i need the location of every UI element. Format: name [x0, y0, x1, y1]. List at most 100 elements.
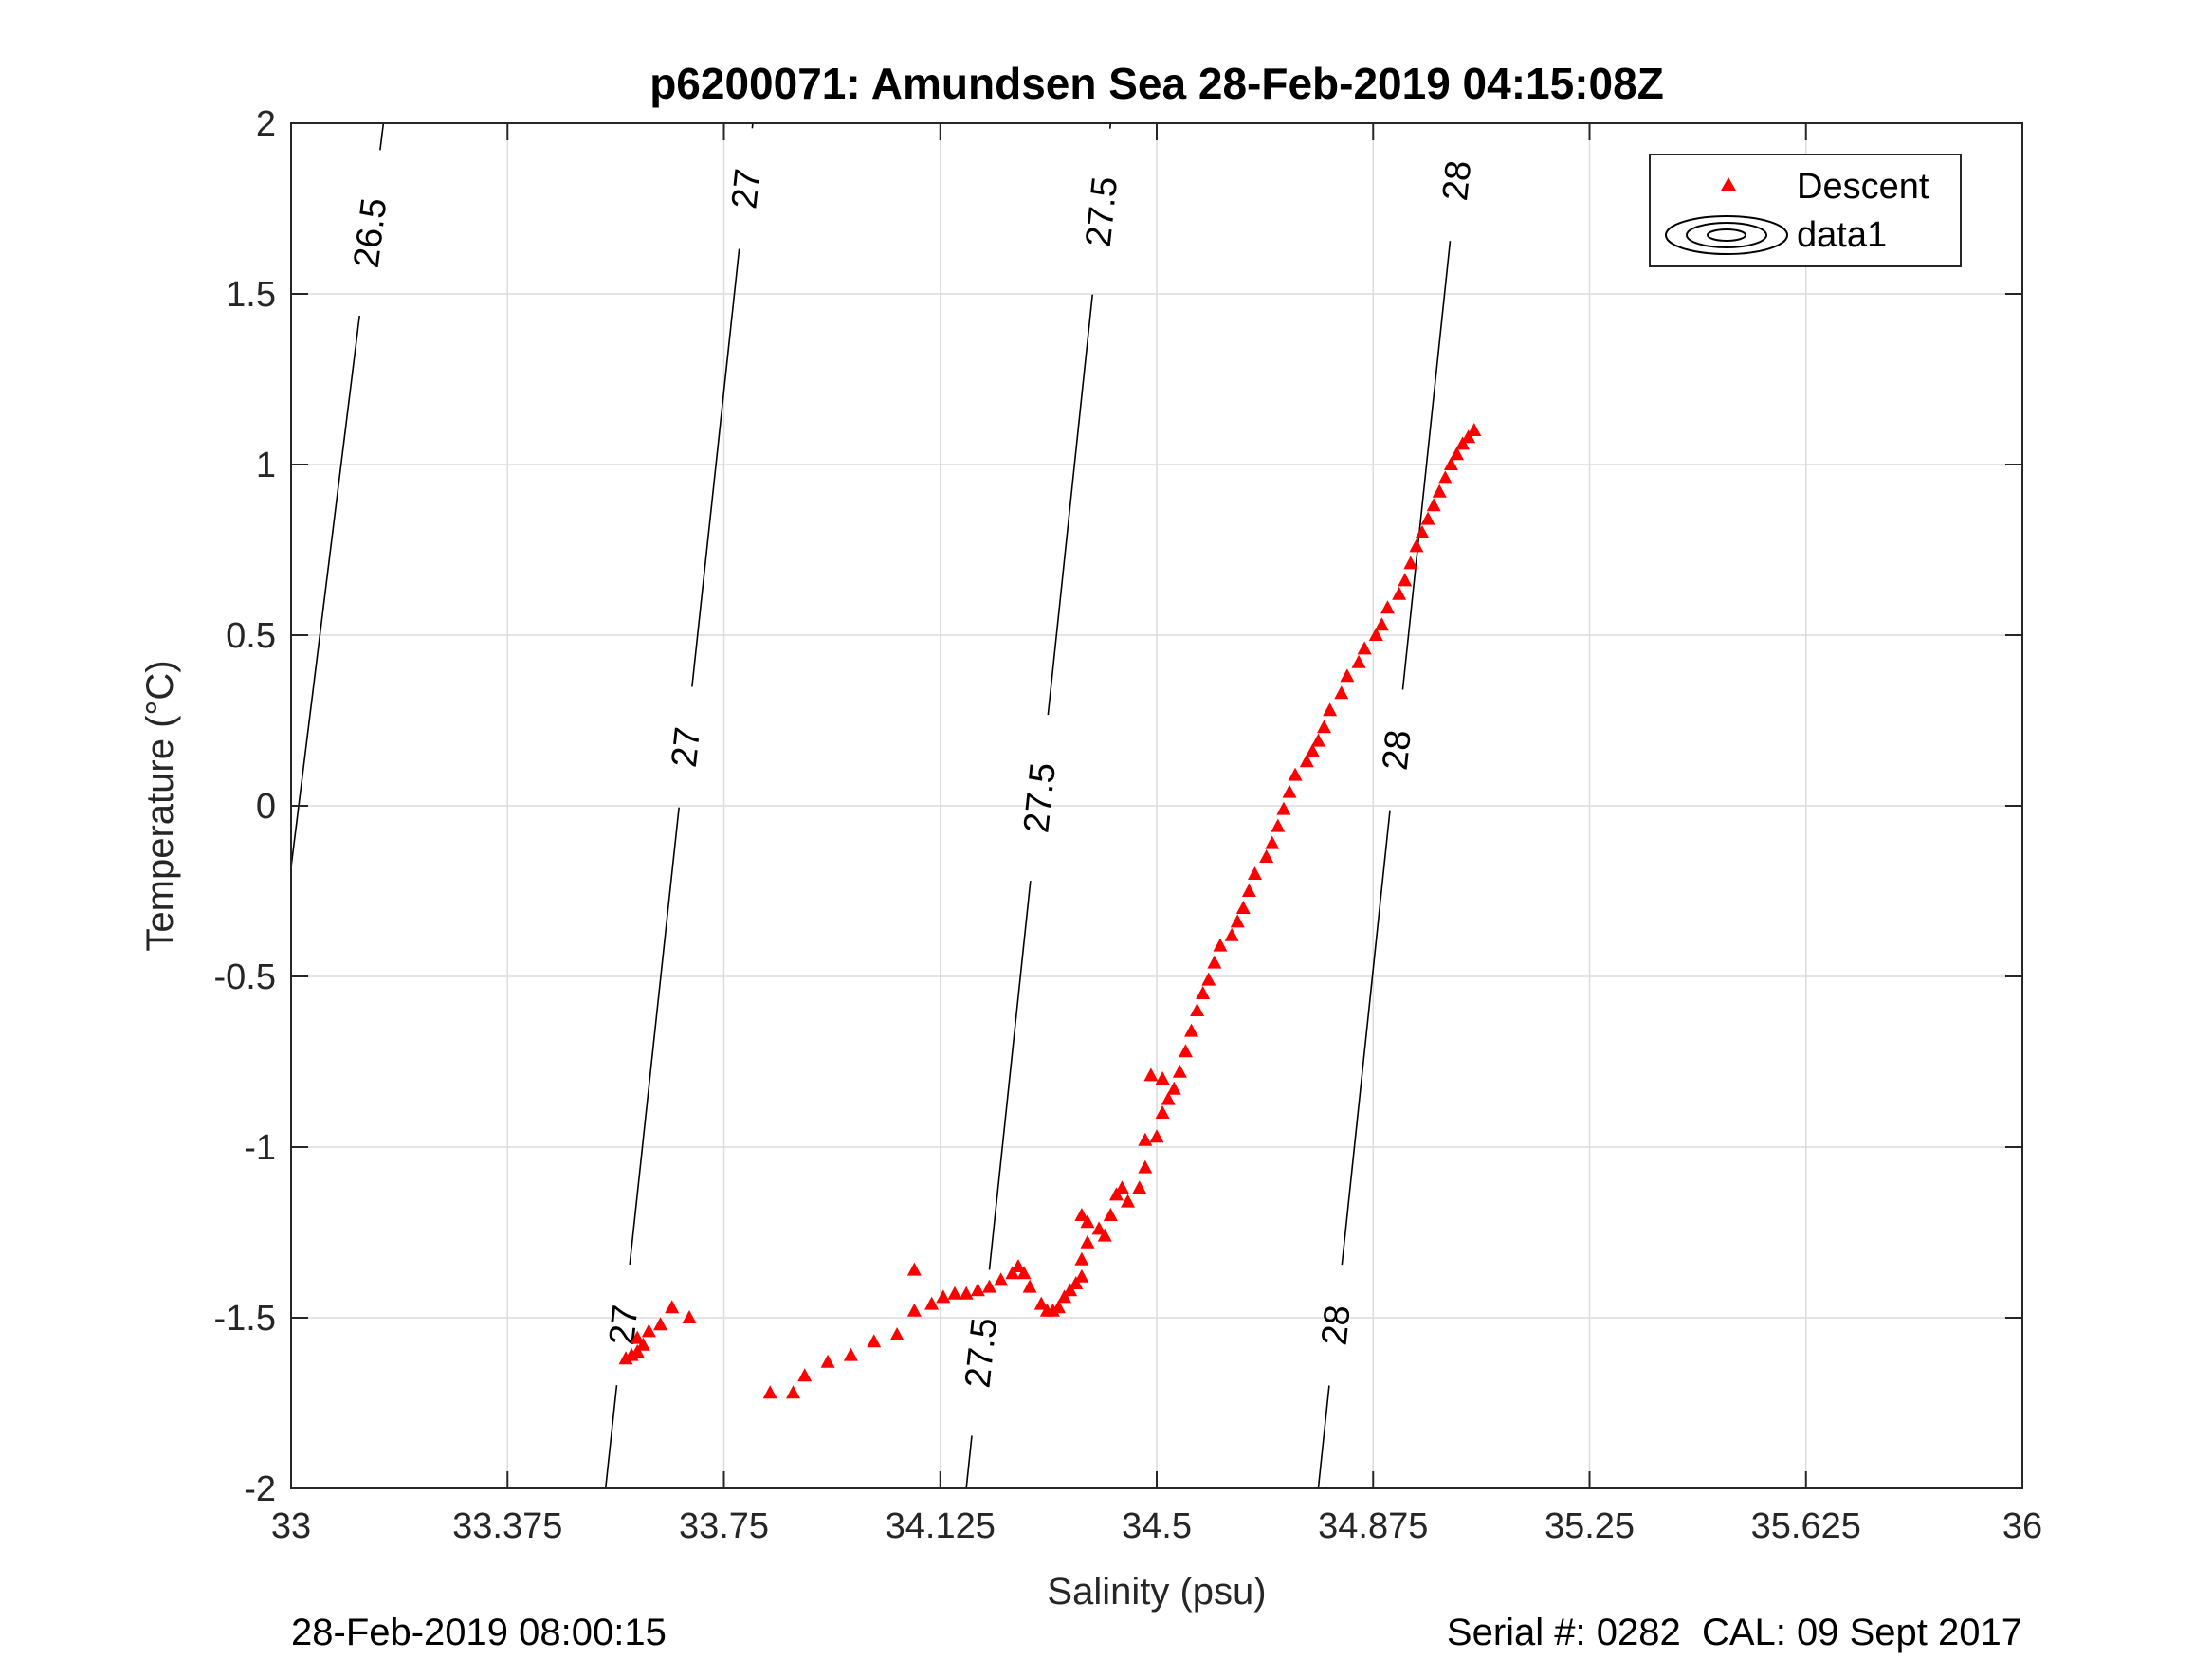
descent-point	[1033, 1296, 1049, 1310]
descent-point	[1432, 483, 1447, 498]
descent-point	[906, 1262, 922, 1276]
descent-point	[820, 1354, 835, 1368]
descent-point	[1097, 1228, 1112, 1242]
descent-point	[1057, 1289, 1072, 1304]
legend-descent-label: Descent	[1797, 167, 1929, 207]
descent-point	[1207, 955, 1222, 969]
descent-point	[1265, 835, 1280, 849]
descent-point	[1230, 914, 1245, 928]
contour-line-27	[691, 248, 740, 687]
y-axis-label: Temperature (°C)	[139, 660, 181, 951]
descent-point	[1443, 457, 1458, 470]
y-tick-label: -0.5	[214, 957, 276, 997]
descent-point	[630, 1344, 645, 1358]
descent-point	[936, 1289, 951, 1304]
descent-point	[1368, 628, 1383, 641]
descent-point	[1138, 1159, 1153, 1174]
descent-point	[1380, 600, 1395, 614]
descent-point	[635, 1337, 650, 1351]
contour-line-28	[1341, 810, 1391, 1266]
descent-point	[1437, 470, 1453, 484]
y-tick-label: -1.5	[214, 1299, 276, 1339]
descent-point	[1121, 1194, 1136, 1208]
y-tick-label: -2	[244, 1469, 276, 1509]
descent-point	[797, 1368, 813, 1382]
descent-point	[906, 1303, 922, 1317]
descent-point	[1224, 927, 1239, 941]
descent-point	[1305, 743, 1320, 757]
descent-point	[1190, 1003, 1205, 1016]
descent-point	[1080, 1234, 1095, 1249]
descent-point	[1415, 525, 1430, 538]
descent-point	[1143, 1067, 1159, 1082]
descent-point	[1420, 511, 1435, 525]
descent-point	[1178, 1044, 1193, 1058]
descent-point	[665, 1300, 680, 1314]
descent-point	[1022, 1279, 1037, 1293]
contour-line-27	[604, 1385, 618, 1489]
descent-point	[1114, 1180, 1129, 1194]
descent-point	[786, 1385, 801, 1399]
descent-point	[1155, 1105, 1170, 1119]
x-tick-label: 34.875	[1318, 1506, 1428, 1546]
descent-point	[1403, 556, 1418, 570]
footer-timestamp: 28-Feb-2019 08:00:15	[291, 1612, 667, 1653]
descent-point	[981, 1279, 996, 1293]
legend: Descent data1	[1649, 154, 1962, 267]
contour-line-27	[629, 807, 680, 1266]
descent-points	[618, 423, 1482, 1399]
descent-point	[1426, 498, 1441, 512]
contour-label: 28	[1315, 1304, 1359, 1347]
y-tick-labels: -2 -1.5 -1 -0.5 0 0.5 1 1.5 2	[214, 104, 276, 1509]
descent-point	[1011, 1259, 1026, 1272]
descent-point	[843, 1347, 858, 1361]
contour-label: 27	[724, 167, 768, 211]
descent-point	[624, 1347, 639, 1361]
x-tick-label: 34.5	[1122, 1506, 1192, 1546]
descent-point	[970, 1283, 985, 1297]
descent-point	[1299, 754, 1314, 768]
descent-point	[1213, 938, 1228, 952]
descent-point	[1259, 849, 1274, 863]
descent-point	[959, 1285, 974, 1300]
descent-point	[1409, 538, 1424, 553]
descent-point	[1074, 1268, 1089, 1283]
descent-point	[1276, 801, 1291, 815]
descent-point	[630, 1330, 645, 1344]
descent-point	[1063, 1283, 1078, 1297]
x-tick-labels: 33 33.375 33.75 34.125 34.5 34.875 35.25 35.625…	[271, 1506, 2042, 1546]
descent-point	[1334, 685, 1349, 700]
descent-point	[1241, 884, 1256, 897]
contour-label: 27.5	[1079, 174, 1126, 248]
descent-point	[1351, 654, 1366, 668]
descent-point	[1455, 436, 1471, 450]
contour-line-27-5	[988, 880, 1032, 1270]
contour-label: 27.5	[1016, 761, 1064, 835]
descent-point	[1450, 447, 1465, 461]
chart-title: p6200071: Amundsen Sea 28-Feb-2019 04:15…	[649, 59, 1664, 108]
descent-point	[947, 1285, 962, 1300]
y-tick-label: 1	[256, 446, 276, 485]
descent-point	[1051, 1300, 1067, 1314]
contour-line-27-5	[965, 1435, 973, 1489]
y-tick-label: 0.5	[226, 616, 276, 656]
descent-point	[1074, 1208, 1089, 1221]
x-tick-label: 35.25	[1545, 1506, 1635, 1546]
x-tick-label: 33.75	[679, 1506, 769, 1546]
axis-ticks	[290, 122, 2023, 1489]
descent-point	[1166, 1081, 1181, 1095]
descent-point	[618, 1351, 633, 1365]
footer-serial-cal: Serial #: 0282 CAL: 09 Sept 2017	[1446, 1612, 2022, 1653]
descent-point	[1045, 1303, 1060, 1317]
contour-label: 27	[665, 725, 708, 770]
descent-point	[889, 1327, 905, 1340]
descent-point	[1161, 1091, 1176, 1105]
descent-point	[1080, 1214, 1095, 1229]
descent-point	[1005, 1266, 1020, 1280]
descent-point	[1103, 1208, 1118, 1221]
descent-point	[1184, 1023, 1199, 1037]
descent-point	[867, 1334, 882, 1348]
legend-descent-marker	[1721, 177, 1736, 191]
descent-point	[1392, 586, 1407, 600]
